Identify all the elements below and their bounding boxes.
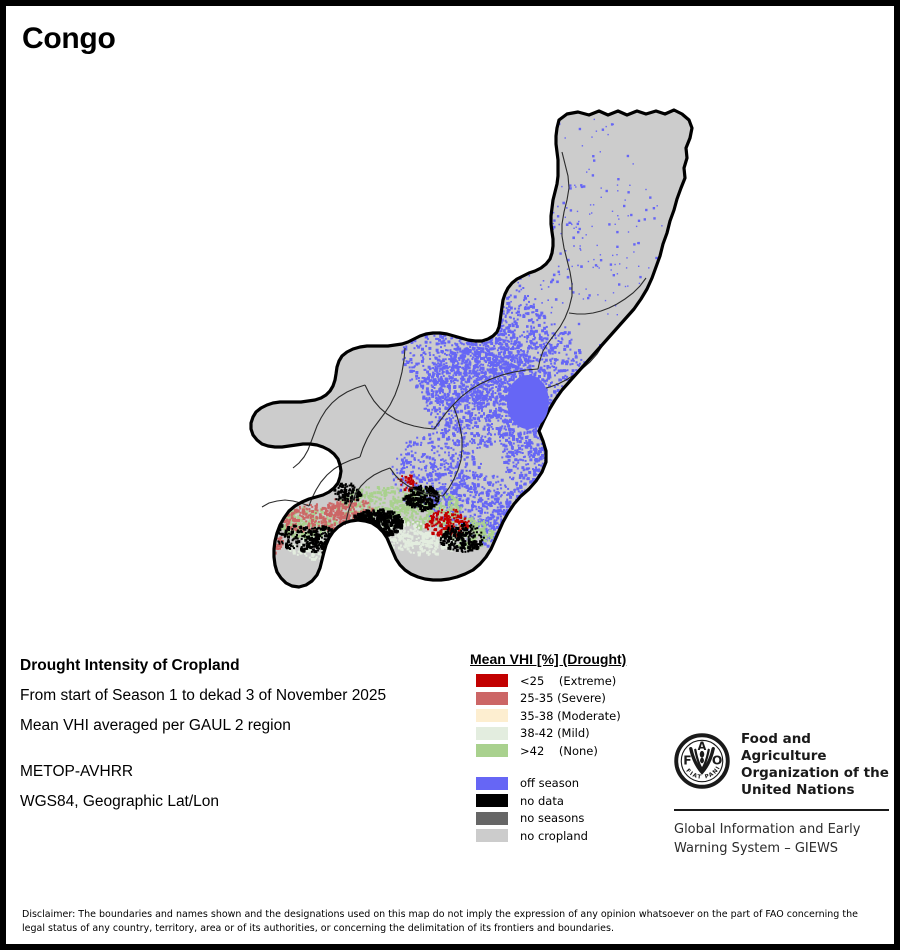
legend-row-class-4: >42 (None) <box>470 742 670 760</box>
legend-row-status-2: no seasons <box>470 810 670 828</box>
fao-emblem-icon: F A O FIAT PANIS <box>674 733 730 789</box>
legend-row-class-1: 25-35 (Severe) <box>470 690 670 708</box>
legend-swatch-class-0 <box>476 674 508 688</box>
legend-swatch-status-0 <box>476 776 508 790</box>
legend-row-status-0: off season <box>470 775 670 793</box>
fao-programme-name: Global Information and Early Warning Syst… <box>674 822 861 856</box>
legend-swatch-class-2 <box>476 709 508 723</box>
country-polygon <box>251 110 692 587</box>
off-season-blob <box>507 375 549 429</box>
legend-row-class-0: <25 (Extreme) <box>470 672 670 690</box>
legend-swatch-status-2 <box>476 811 508 825</box>
fao-divider <box>674 809 889 811</box>
legend-row-class-2: 35-38 (Moderate) <box>470 707 670 725</box>
legend-label-status-1: no data <box>520 793 564 808</box>
legend-status-list: off season no data no seasons no cropland <box>470 775 670 845</box>
map-canvas[interactable] <box>6 52 894 642</box>
country-outline <box>249 108 694 589</box>
fao-organization-name: Food and Agriculture Organization of the U… <box>741 731 889 798</box>
disclaimer-text: Disclaimer: The boundaries and names sho… <box>22 909 858 934</box>
legend-label-status-3: no cropland <box>520 828 588 843</box>
legend-label-class-1: 25-35 (Severe) <box>520 691 606 706</box>
caption-line-2: From start of Season 1 to dekad 3 of Nov… <box>20 687 387 704</box>
legend-title: Mean VHI [%] (Drought) <box>470 651 627 667</box>
legend-spacer <box>470 760 670 775</box>
legend-row-class-3: 38-42 (Mild) <box>470 725 670 743</box>
caption-line-1: Drought Intensity of Cropland <box>20 657 240 674</box>
caption-projection: WGS84, Geographic Lat/Lon <box>20 793 220 810</box>
legend-swatch-class-1 <box>476 691 508 705</box>
legend-label-status-2: no seasons <box>520 811 585 826</box>
legend-swatch-class-4 <box>476 744 508 758</box>
legend-label-class-2: 35-38 (Moderate) <box>520 708 621 723</box>
legend-swatch-class-3 <box>476 726 508 740</box>
caption-sensor: METOP-AVHRR <box>20 763 134 780</box>
legend-swatch-status-3 <box>476 829 508 843</box>
legend-row-status-3: no cropland <box>470 827 670 845</box>
country-border <box>249 108 694 589</box>
legend: Mean VHI [%] (Drought) <25 (Extreme) 25-3… <box>470 651 670 845</box>
caption-line-3: Mean VHI averaged per GAUL 2 region <box>20 717 291 734</box>
legend-label-class-3: 38-42 (Mild) <box>520 726 590 741</box>
legend-class-list: <25 (Extreme) 25-35 (Severe) 35-38 (Modera… <box>470 672 670 760</box>
legend-row-status-1: no data <box>470 792 670 810</box>
fao-branding: F A O FIAT PANIS Food and AgricultureOrg… <box>674 731 889 858</box>
legend-swatch-status-1 <box>476 794 508 808</box>
admin-boundaries <box>261 151 647 526</box>
caption-block: Drought Intensity of Cropland From start… <box>20 651 460 817</box>
page-title: Congo <box>22 22 116 55</box>
fao-logo-row: F A O FIAT PANIS Food and AgricultureOrg… <box>674 731 889 799</box>
caption-spacer <box>20 741 460 757</box>
legend-label-class-4: >42 (None) <box>520 743 598 758</box>
legend-label-class-0: <25 (Extreme) <box>520 673 617 688</box>
country-base-fill <box>251 110 692 587</box>
legend-label-status-0: off season <box>520 776 580 791</box>
